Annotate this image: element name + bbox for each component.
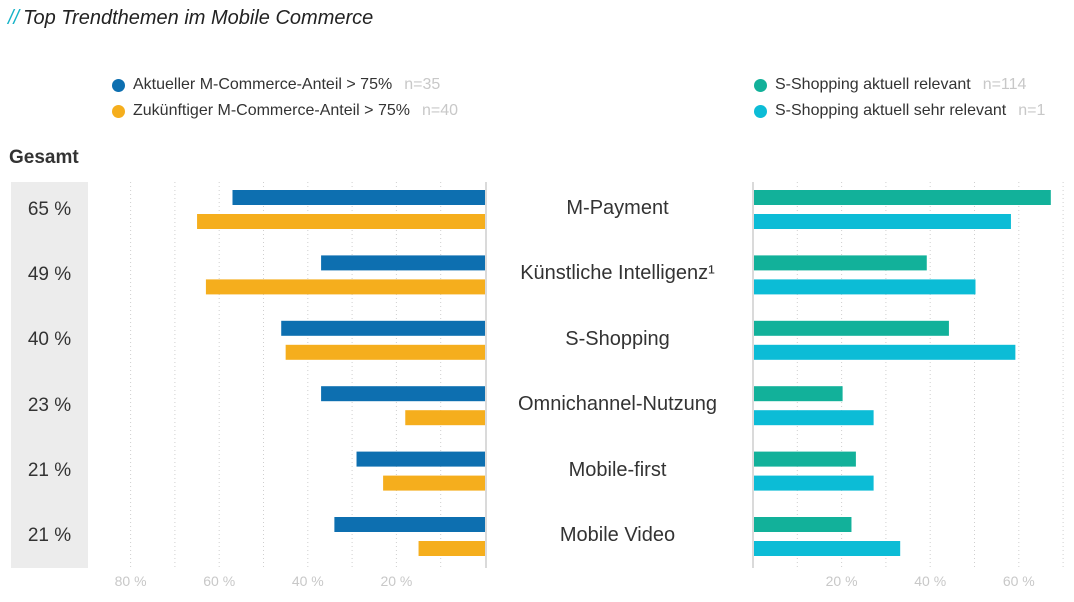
- legend-label: Zukünftiger M-Commerce-Anteil > 75%: [133, 102, 410, 119]
- chart-title: //Top Trendthemen im Mobile Commerce: [8, 7, 373, 30]
- x-tick-label-left: 20 %: [380, 573, 412, 589]
- gesamt-value: 49 %: [27, 264, 72, 285]
- gesamt-column-background: [11, 182, 88, 568]
- gesamt-heading: Gesamt: [9, 147, 79, 168]
- bar-right-very-relevant: [754, 214, 1011, 229]
- legend-item-current-mcommerce: Aktueller M-Commerce-Anteil > 75% n=35: [112, 76, 440, 94]
- legend-sample-size: n=35: [404, 76, 441, 93]
- gesamt-value: 23 %: [27, 395, 72, 416]
- legend-dot: [112, 104, 125, 118]
- legend-dot: [754, 78, 767, 92]
- bar-right-relevant: [754, 517, 852, 532]
- bar-left-current: [281, 320, 485, 336]
- x-tick-label-left: 80 %: [115, 573, 147, 589]
- title-text: Top Trendthemen im Mobile Commerce: [23, 7, 374, 29]
- bar-right-very-relevant: [754, 344, 1016, 360]
- legend-label: S-Shopping aktuell relevant: [775, 76, 971, 93]
- category-label: Mobile-first: [568, 459, 667, 481]
- bar-left-current: [321, 255, 485, 271]
- gesamt-value: 21 %: [27, 460, 72, 481]
- gesamt-value: 40 %: [27, 329, 72, 350]
- bar-right-very-relevant: [754, 410, 874, 426]
- legend-item-future-mcommerce: Zukünftiger M-Commerce-Anteil > 75% n=40: [112, 102, 458, 120]
- x-tick-label-right: 60 %: [1003, 573, 1035, 589]
- bar-left-future: [405, 410, 485, 426]
- bar-left-future: [383, 475, 485, 491]
- bar-left-future: [205, 279, 485, 295]
- legend-label: S-Shopping aktuell sehr relevant: [775, 102, 1007, 119]
- bar-right-relevant: [754, 451, 856, 467]
- bar-left-current: [232, 190, 485, 205]
- category-label: Mobile Video: [559, 524, 676, 546]
- legend-sample-size: n=114: [982, 76, 1027, 93]
- category-label: Künstliche Intelligenz¹: [520, 262, 715, 284]
- legend-sample-size: n=1: [1018, 102, 1046, 119]
- title-prefix: //: [8, 7, 20, 29]
- gesamt-value: 21 %: [27, 525, 72, 546]
- bar-left-current: [356, 451, 485, 467]
- gesamt-value: 65 %: [27, 199, 72, 220]
- category-label: S-Shopping: [565, 328, 670, 350]
- bar-left-current: [334, 517, 485, 532]
- category-label: M-Payment: [566, 197, 669, 219]
- bar-right-relevant: [754, 255, 927, 271]
- bar-right-relevant: [754, 320, 949, 336]
- x-tick-label-left: 60 %: [203, 573, 235, 589]
- bar-left-future: [197, 214, 486, 229]
- legend-dot: [754, 104, 767, 118]
- bar-right-very-relevant: [754, 541, 901, 556]
- legend-sample-size: n=40: [421, 102, 459, 119]
- bar-left-future: [285, 344, 485, 360]
- x-tick-label-right: 40 %: [914, 573, 946, 589]
- x-tick-label-left: 40 %: [292, 573, 324, 589]
- category-label: Omnichannel-Nutzung: [518, 393, 717, 415]
- bar-right-relevant: [754, 386, 843, 402]
- bar-right-very-relevant: [754, 475, 874, 491]
- legend-item-sshopping-relevant: S-Shopping aktuell relevant n=114: [754, 76, 1026, 94]
- bar-right-very-relevant: [754, 279, 976, 295]
- bar-left-current: [321, 386, 485, 402]
- x-tick-label-right: 20 %: [826, 573, 858, 589]
- legend-dot: [112, 78, 125, 92]
- legend-label: Aktueller M-Commerce-Anteil > 75%: [133, 76, 393, 93]
- bar-right-relevant: [754, 190, 1051, 205]
- legend-item-sshopping-very-relevant: S-Shopping aktuell sehr relevant n=1: [754, 102, 1045, 120]
- bar-left-future: [418, 541, 485, 556]
